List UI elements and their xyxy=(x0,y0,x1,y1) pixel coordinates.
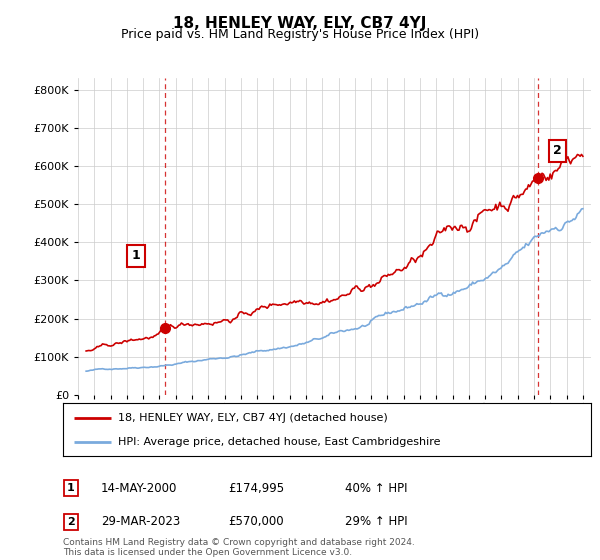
Text: £570,000: £570,000 xyxy=(228,515,284,529)
Text: 29-MAR-2023: 29-MAR-2023 xyxy=(101,515,180,529)
Text: 18, HENLEY WAY, ELY, CB7 4YJ (detached house): 18, HENLEY WAY, ELY, CB7 4YJ (detached h… xyxy=(118,413,388,423)
Text: 1: 1 xyxy=(132,249,140,262)
Text: 40% ↑ HPI: 40% ↑ HPI xyxy=(345,482,407,495)
Text: 1: 1 xyxy=(67,483,74,493)
Text: 14-MAY-2000: 14-MAY-2000 xyxy=(101,482,177,495)
Text: 29% ↑ HPI: 29% ↑ HPI xyxy=(345,515,407,529)
Text: 2: 2 xyxy=(553,144,562,157)
Text: 2: 2 xyxy=(67,517,74,527)
Text: HPI: Average price, detached house, East Cambridgeshire: HPI: Average price, detached house, East… xyxy=(118,437,441,447)
Text: 18, HENLEY WAY, ELY, CB7 4YJ: 18, HENLEY WAY, ELY, CB7 4YJ xyxy=(173,16,427,31)
Text: £174,995: £174,995 xyxy=(228,482,284,495)
Text: Contains HM Land Registry data © Crown copyright and database right 2024.
This d: Contains HM Land Registry data © Crown c… xyxy=(63,538,415,557)
Text: Price paid vs. HM Land Registry's House Price Index (HPI): Price paid vs. HM Land Registry's House … xyxy=(121,28,479,41)
